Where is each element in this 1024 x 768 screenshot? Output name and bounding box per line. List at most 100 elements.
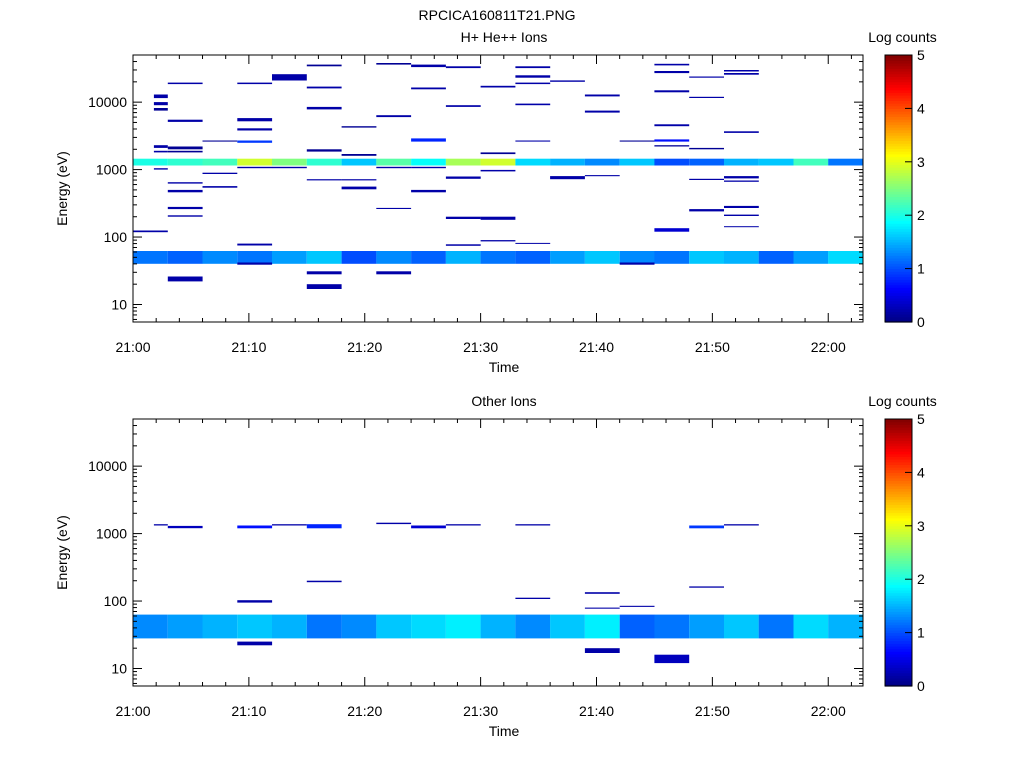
heatmap-cell	[272, 74, 307, 81]
colorbar-swatch	[885, 79, 912, 83]
heatmap-cell	[202, 614, 238, 639]
colorbar-swatch	[885, 71, 912, 75]
x-tick-label: 21:40	[579, 339, 614, 355]
x-tick-label: 21:00	[115, 703, 150, 719]
colorbar-swatch	[885, 319, 912, 323]
colorbar-swatch	[885, 629, 912, 634]
colorbar-swatch	[885, 268, 912, 272]
colorbar-swatch	[885, 619, 912, 623]
heatmap-cell	[376, 115, 412, 118]
colorbar-swatch	[885, 164, 912, 168]
heatmap-cell	[445, 105, 481, 107]
x-tick-label: 21:50	[695, 703, 730, 719]
colorbar-swatch	[885, 284, 912, 288]
heatmap-cell	[654, 654, 690, 664]
colorbar-swatch	[885, 621, 912, 626]
colorbar-swatch	[885, 108, 912, 112]
colorbar-swatch	[885, 568, 912, 572]
heatmap-cell	[202, 251, 238, 264]
colorbar-swatch	[885, 587, 912, 591]
colorbar-swatch	[885, 451, 912, 455]
colorbar-tick-label: 0	[917, 314, 925, 330]
colorbar-swatch	[885, 469, 912, 473]
y-axis-label: Energy (eV)	[54, 151, 70, 226]
colorbar-swatch	[885, 265, 912, 270]
colorbar-swatch	[885, 669, 912, 674]
heatmap-cell	[689, 76, 724, 78]
heatmap-cell	[619, 605, 655, 607]
colorbar-swatch	[885, 443, 912, 447]
colorbar-swatch	[885, 603, 912, 607]
colorbar-swatch	[885, 105, 912, 109]
heatmap-cell	[619, 614, 655, 639]
heatmap-cell	[654, 251, 690, 264]
colorbar-swatch	[885, 613, 912, 618]
colorbar-swatch	[885, 528, 912, 532]
heatmap-cell	[515, 103, 551, 106]
colorbar-swatch	[885, 571, 912, 575]
heatmap-cell	[445, 66, 481, 69]
heatmap-cell	[133, 158, 168, 166]
x-axis: 21:00 21:10 21:20 21:30 21:40 21:50 22:00	[115, 55, 852, 355]
heatmap-cell	[724, 524, 759, 526]
colorbar-swatch	[885, 247, 912, 251]
y-axis: 10 100 1000 10000	[88, 418, 863, 684]
colorbar-swatch	[885, 491, 912, 495]
heatmap-cell	[515, 75, 551, 78]
heatmap-cell	[515, 82, 551, 85]
heatmap-cells	[133, 522, 863, 664]
colorbar-swatch	[885, 271, 912, 275]
heatmap-cell	[828, 158, 863, 166]
x-tick-label: 21:30	[463, 339, 498, 355]
colorbar-swatch	[885, 616, 912, 620]
colorbar-swatch	[885, 523, 912, 527]
colorbar-swatch	[885, 188, 912, 192]
colorbar-swatch	[885, 640, 912, 644]
y-tick-label: 10	[111, 296, 127, 312]
colorbar-swatch	[885, 145, 912, 150]
colorbar-swatch	[885, 116, 912, 120]
y-tick-label: 100	[104, 229, 128, 245]
colorbar-swatch	[885, 656, 912, 660]
colorbar-swatch	[885, 252, 912, 256]
colorbar-swatch	[885, 435, 912, 439]
colorbar-frame	[884, 418, 913, 687]
heatmap-cell	[724, 131, 759, 133]
colorbar-swatch	[885, 467, 912, 471]
heatmap-cell	[445, 244, 481, 246]
heatmap-cell	[376, 522, 412, 525]
heatmap-cell	[515, 242, 551, 244]
heatmap-cell	[167, 150, 203, 153]
colorbar-swatch	[885, 257, 912, 262]
colorbar-swatch	[885, 557, 912, 562]
heatmap-cell	[167, 251, 203, 264]
panel-title: Other Ions	[471, 393, 536, 409]
colorbar-swatch	[885, 60, 912, 64]
colorbar-swatch	[885, 111, 912, 115]
colorbar-swatch	[885, 475, 912, 479]
colorbar-swatch	[885, 143, 912, 147]
heatmap-cell	[480, 251, 516, 264]
colorbar-swatch	[885, 212, 912, 216]
heatmap-cell	[376, 271, 412, 275]
x-axis-label: Time	[489, 723, 520, 739]
heatmap-cell	[237, 128, 273, 131]
colorbar-swatch	[885, 129, 912, 134]
colorbar-label: Log counts	[868, 29, 937, 45]
heatmap-cell	[306, 251, 342, 264]
colorbar-swatch	[885, 199, 912, 203]
heatmap-cell	[515, 140, 551, 142]
heatmap-cell	[654, 145, 690, 147]
colorbar-swatch	[885, 65, 912, 69]
colorbar-swatch	[885, 672, 912, 676]
colorbar-swatch	[885, 584, 912, 588]
colorbar-swatch	[885, 605, 912, 610]
colorbar-swatch	[885, 127, 912, 131]
colorbar-swatch	[885, 121, 912, 126]
heatmap-cell	[306, 614, 342, 639]
heatmap-cell	[654, 228, 690, 232]
heatmap-cell	[153, 168, 168, 170]
colorbar-swatch	[885, 55, 912, 59]
colorbar-tick-label: 1	[917, 625, 925, 641]
heatmap-cell	[202, 140, 238, 142]
